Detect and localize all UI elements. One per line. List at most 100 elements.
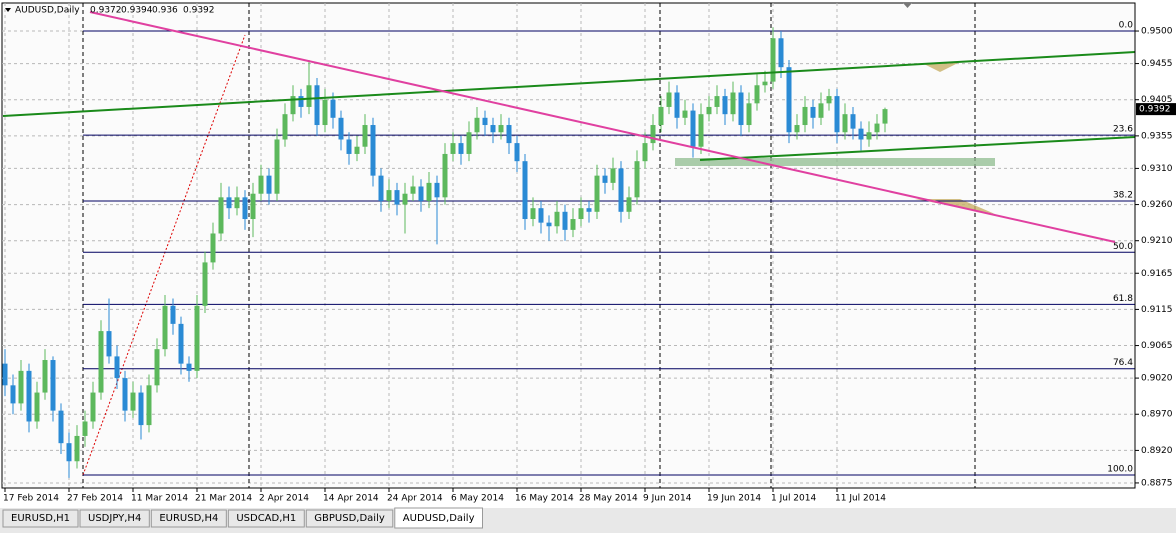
tab-label[interactable]: USDJPY,H4 bbox=[88, 513, 141, 524]
candle-body bbox=[866, 132, 872, 140]
tab-label[interactable]: GBPUSD,Daily bbox=[314, 513, 385, 524]
ohlc-open: 0.9372 bbox=[90, 6, 122, 16]
y-tick-label: 0.9455 bbox=[1141, 59, 1173, 69]
candle-body bbox=[330, 99, 336, 118]
tab[interactable] bbox=[305, 509, 394, 528]
candle-body bbox=[770, 38, 776, 82]
candle-body bbox=[786, 67, 792, 133]
chart-header: AUDUSD,Daily 0.9372 0.9394 0.936 0.9392 bbox=[5, 6, 215, 16]
active-tab[interactable] bbox=[394, 507, 483, 529]
tab[interactable] bbox=[79, 509, 150, 528]
x-tick-label: 11 Jul 2014 bbox=[835, 494, 886, 504]
candle-body bbox=[810, 106, 816, 118]
candle-body bbox=[114, 356, 120, 379]
candle-body bbox=[850, 114, 856, 129]
candle-body bbox=[506, 125, 512, 144]
candle-body bbox=[762, 81, 768, 86]
tab[interactable] bbox=[227, 509, 305, 528]
candle-body bbox=[106, 331, 112, 357]
candle-body bbox=[554, 211, 560, 227]
x-tick-label: 21 Mar 2014 bbox=[195, 494, 252, 504]
candle-body bbox=[466, 132, 472, 154]
candle-body bbox=[402, 193, 408, 205]
x-tick-label: 14 Apr 2014 bbox=[323, 494, 379, 504]
y-tick-label: 0.9500 bbox=[1141, 27, 1173, 37]
candle-body bbox=[690, 110, 696, 147]
y-tick-label: 0.9115 bbox=[1141, 305, 1173, 315]
candle-body bbox=[90, 392, 96, 422]
candle-body bbox=[434, 182, 440, 198]
candle-body bbox=[722, 96, 728, 115]
candle-body bbox=[442, 153, 448, 198]
x-tick-label: 9 Jun 2014 bbox=[643, 494, 692, 504]
candle-body bbox=[794, 125, 800, 133]
x-tick-label: 16 May 2014 bbox=[515, 494, 574, 504]
candle-body bbox=[82, 421, 88, 436]
candle-body bbox=[602, 175, 608, 183]
candle-body bbox=[306, 85, 312, 107]
candle-body bbox=[522, 161, 528, 220]
x-tick-label: 27 Feb 2014 bbox=[67, 494, 123, 504]
fib-label: 0.0 bbox=[1119, 21, 1134, 31]
candle-body bbox=[146, 385, 152, 426]
candle-body bbox=[818, 103, 824, 118]
candle-body bbox=[426, 182, 432, 201]
x-tick-label: 6 May 2014 bbox=[451, 494, 504, 504]
fib-label: 61.8 bbox=[1113, 294, 1133, 304]
time-axis: 17 Feb 2014 27 Feb 2014 11 Mar 2014 21 Mar … bbox=[3, 488, 886, 504]
x-tick-label: 19 Jun 2014 bbox=[707, 494, 761, 504]
candle-body bbox=[218, 197, 224, 234]
tab[interactable] bbox=[2, 509, 79, 528]
candle-body bbox=[874, 123, 880, 133]
candle-body bbox=[138, 392, 144, 426]
y-tick-label: 0.9020 bbox=[1141, 374, 1173, 384]
candle-body bbox=[410, 186, 416, 194]
candle-body bbox=[618, 168, 624, 212]
candle-body bbox=[58, 410, 64, 444]
candle-body bbox=[370, 125, 376, 176]
tab[interactable] bbox=[150, 509, 227, 528]
y-tick-label: 0.8875 bbox=[1141, 478, 1173, 488]
tab-label[interactable]: EURUSD,H4 bbox=[159, 513, 218, 524]
y-tick-label: 0.9355 bbox=[1141, 131, 1173, 141]
candle-body bbox=[642, 143, 648, 162]
candle-body bbox=[842, 114, 848, 133]
candle-body bbox=[154, 349, 160, 386]
candle-body bbox=[674, 92, 680, 118]
y-tick-label: 0.9310 bbox=[1141, 164, 1173, 174]
candle-body bbox=[282, 114, 288, 140]
ohlc-low: 0.936 bbox=[152, 6, 178, 16]
candle-body bbox=[202, 262, 208, 306]
x-tick-label: 1 Jul 2014 bbox=[771, 494, 816, 504]
candle-body bbox=[314, 85, 320, 126]
ohlc-close: 0.9392 bbox=[183, 6, 215, 16]
candle-body bbox=[234, 197, 240, 209]
candle-body bbox=[2, 363, 8, 386]
candle-body bbox=[746, 103, 752, 126]
candle-body bbox=[458, 143, 464, 154]
tab-label[interactable]: AUDUSD,Daily bbox=[403, 513, 475, 524]
candle-body bbox=[162, 305, 168, 350]
candle-body bbox=[610, 168, 616, 183]
tabs: EURUSD,H1 USDJPY,H4 EURUSD,H4 USDCAD,H1 GBPU… bbox=[2, 507, 483, 529]
candle-body bbox=[858, 128, 864, 140]
candle-body bbox=[34, 392, 40, 422]
candle-body bbox=[570, 219, 576, 230]
x-tick-label: 28 May 2014 bbox=[579, 494, 638, 504]
candle-body bbox=[42, 360, 48, 393]
candle-body bbox=[18, 370, 24, 404]
x-tick-label: 11 Mar 2014 bbox=[131, 494, 188, 504]
zone bbox=[675, 158, 995, 166]
candle-body bbox=[346, 139, 352, 154]
candle-body bbox=[130, 392, 136, 411]
candle-body bbox=[834, 96, 840, 133]
candle-body bbox=[298, 96, 304, 107]
tab-label[interactable]: USDCAD,H1 bbox=[236, 513, 296, 524]
fib-label: 76.4 bbox=[1113, 358, 1133, 368]
candle-body bbox=[626, 197, 632, 212]
candle-body bbox=[562, 211, 568, 230]
candle-body bbox=[498, 125, 504, 133]
icon bbox=[5, 8, 11, 12]
tab-label[interactable]: EURUSD,H1 bbox=[11, 513, 70, 524]
plot-area bbox=[1, 2, 1136, 489]
